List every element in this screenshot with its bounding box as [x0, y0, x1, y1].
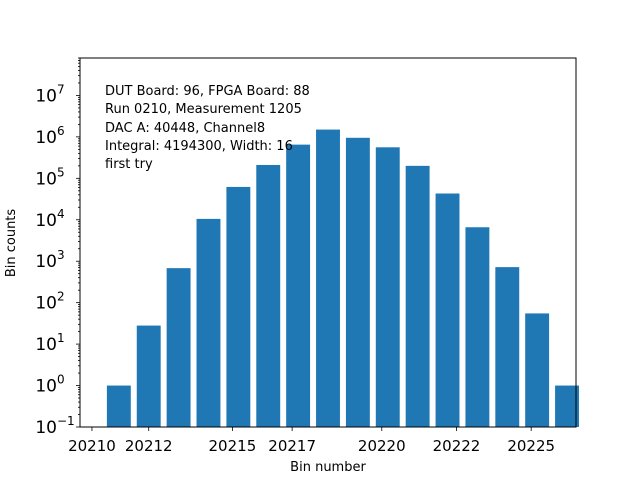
bar: [136, 325, 161, 427]
bar: [345, 137, 370, 428]
bar: [525, 313, 550, 427]
y-tick-exponent: 1: [57, 331, 65, 345]
bar: [495, 267, 520, 427]
x-tick-label: 20215: [209, 437, 257, 455]
y-tick-label: 10: [35, 418, 57, 438]
x-tick-label: 20225: [507, 437, 555, 455]
bars-group: [106, 129, 579, 428]
bar: [196, 218, 221, 427]
annotation-line: DAC A: 40448, Channel8: [105, 121, 265, 136]
annotation-line: first try: [105, 157, 153, 172]
y-tick-exponent: 2: [57, 290, 65, 304]
y-tick-label: 10: [35, 86, 57, 106]
x-tick-label: 20222: [433, 437, 481, 455]
annotation-block: DUT Board: 96, FPGA Board: 88 Run 0210, …: [105, 84, 310, 172]
y-tick-exponent: 3: [57, 248, 65, 262]
x-tick-label: 20210: [68, 437, 116, 455]
y-tick-exponent: 4: [57, 207, 65, 221]
plot-frame: [79, 57, 577, 428]
bar: [316, 129, 340, 427]
y-tick-label: 10: [35, 335, 57, 355]
bar: [286, 144, 311, 427]
y-tick-label: 10: [35, 294, 57, 314]
bar: [435, 193, 460, 427]
y-tick-exponent: 5: [57, 165, 65, 179]
x-axis-label: Bin number: [290, 460, 366, 475]
bar: [106, 385, 131, 427]
bar: [256, 164, 281, 427]
x-tick-label: 20217: [268, 437, 316, 455]
bar: [465, 227, 490, 427]
y-tick-label: 10: [35, 169, 57, 189]
bar: [405, 165, 430, 427]
y-tick-label: 10: [35, 128, 57, 148]
y-tick-exponent: 7: [57, 82, 65, 96]
x-tick-label: 20212: [125, 437, 173, 455]
annotation-line: Run 0210, Measurement 1205: [105, 102, 302, 117]
bar: [226, 186, 251, 427]
y-tick-exponent: −1: [57, 414, 75, 428]
bar: [555, 385, 579, 427]
bar: [166, 268, 191, 427]
y-axis-label: Bin counts: [4, 209, 19, 278]
x-axis-ticks: 20210 20212 20215 20217 20220 20222 20225: [68, 427, 555, 455]
y-tick-label: 10: [35, 252, 57, 272]
y-tick-label: 10: [35, 211, 57, 231]
y-tick-exponent: 0: [57, 373, 65, 387]
x-tick-label: 20220: [358, 437, 406, 455]
y-tick-label: 10: [35, 377, 57, 397]
y-tick-exponent: 6: [57, 124, 65, 138]
bar: [375, 147, 400, 427]
annotation-line: Integral: 4194300, Width: 16: [105, 139, 293, 154]
annotation-line: DUT Board: 96, FPGA Board: 88: [105, 84, 310, 99]
